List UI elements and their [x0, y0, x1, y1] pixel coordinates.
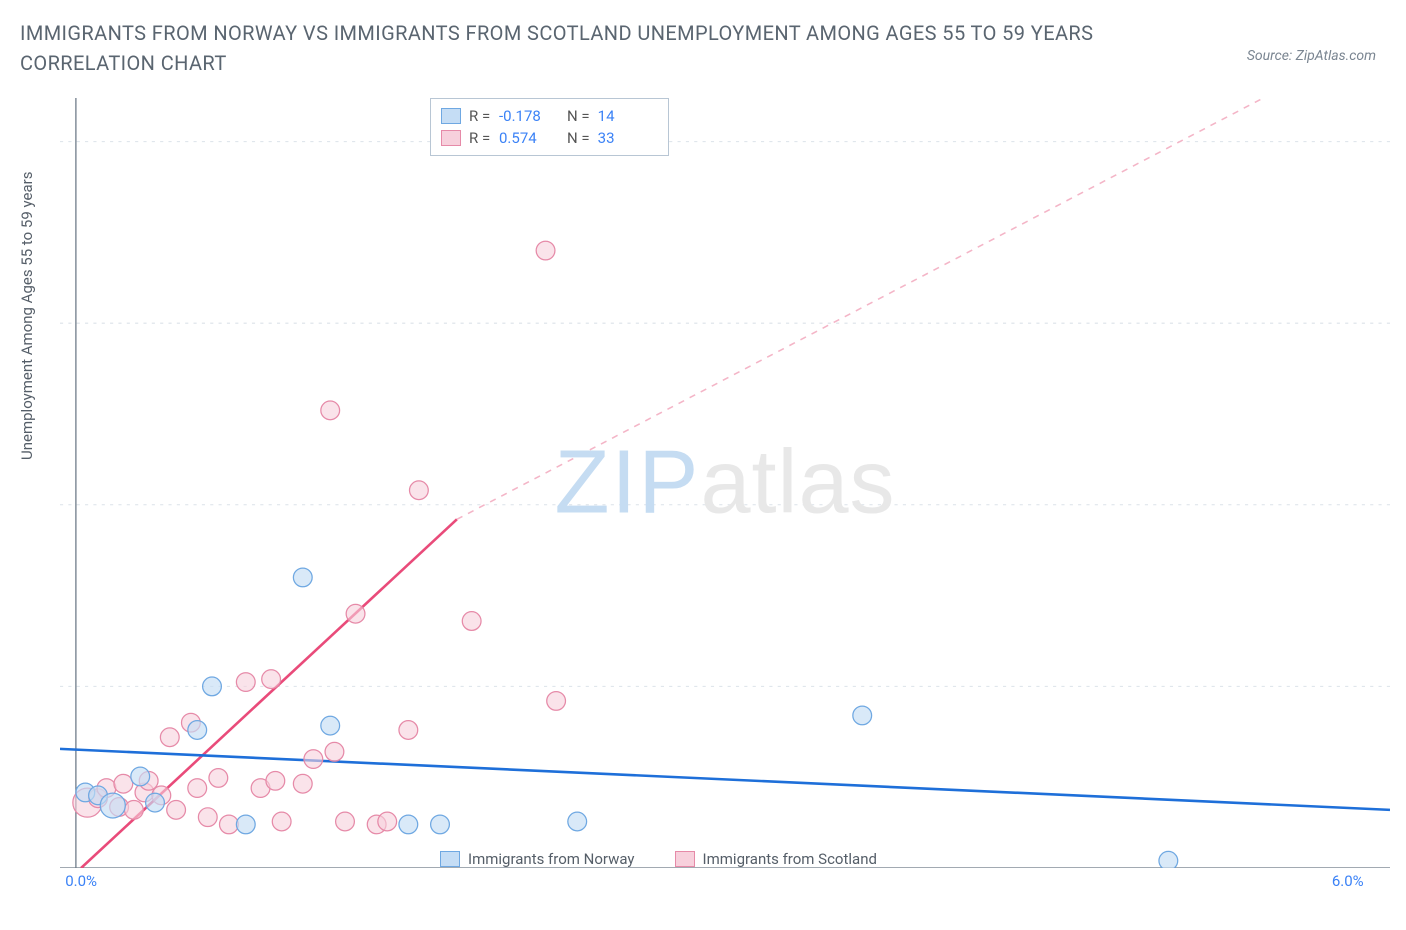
- legend-swatch: [441, 130, 461, 146]
- series-legend-label: Immigrants from Scotland: [703, 850, 877, 868]
- chart-title: IMMIGRANTS FROM NORWAY VS IMMIGRANTS FRO…: [20, 18, 1170, 78]
- stat-r-label: R =: [469, 129, 491, 147]
- stat-n-value: 14: [598, 107, 658, 125]
- series-legend: Immigrants from Norway Immigrants from Sc…: [440, 850, 877, 868]
- legend-swatch: [675, 851, 695, 867]
- chart-header: IMMIGRANTS FROM NORWAY VS IMMIGRANTS FRO…: [0, 0, 1406, 82]
- legend-swatch: [440, 851, 460, 867]
- stat-r-value: 0.574: [499, 129, 559, 147]
- stat-n-value: 33: [598, 129, 658, 147]
- source-attribution: Source: ZipAtlas.com: [1247, 18, 1386, 64]
- x-tick-label: 0.0%: [65, 872, 97, 890]
- stat-n-label: N =: [567, 129, 590, 147]
- series-legend-label: Immigrants from Norway: [468, 850, 635, 868]
- legend-swatch: [441, 108, 461, 124]
- stat-n-label: N =: [567, 107, 590, 125]
- stat-r-value: -0.178: [499, 107, 559, 125]
- y-axis-label: Unemployment Among Ages 55 to 59 years: [18, 172, 36, 460]
- x-tick-label: 6.0%: [1332, 872, 1364, 890]
- plot-container: ZIPatlas R = -0.178 N = 14 R = 0.574 N =…: [60, 98, 1390, 868]
- series-legend-item: Immigrants from Scotland: [675, 850, 877, 868]
- stat-legend-row: R = -0.178 N = 14: [441, 105, 658, 127]
- scatter-plot: [60, 98, 1390, 868]
- stat-legend-row: R = 0.574 N = 33: [441, 127, 658, 149]
- series-legend-item: Immigrants from Norway: [440, 850, 635, 868]
- stat-r-label: R =: [469, 107, 491, 125]
- correlation-stats-legend: R = -0.178 N = 14 R = 0.574 N = 33: [430, 98, 669, 156]
